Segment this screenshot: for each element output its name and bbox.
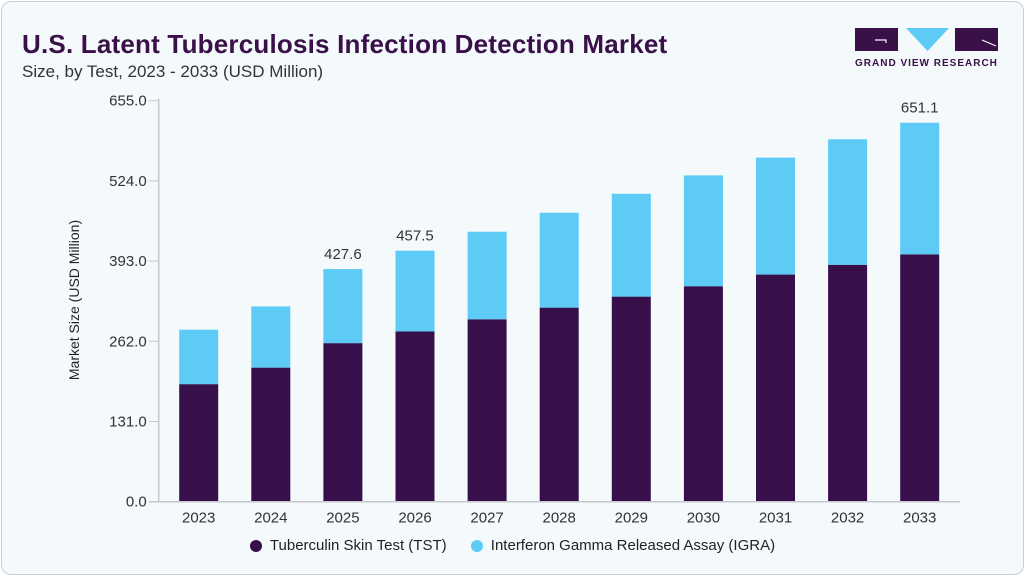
y-tick-label: 131.0 — [109, 414, 147, 431]
chart-subtitle: Size, by Test, 2023 - 2033 (USD Million) — [22, 62, 324, 81]
x-tick-label: 2027 — [470, 510, 503, 527]
x-axis: 2023 2024 2025 2026 2027 2028 2029 2030 2031 2032… — [148, 500, 960, 527]
bar-tst-2028 — [539, 307, 579, 502]
legend-swatch-tst — [249, 539, 262, 552]
bar-igra-2030 — [683, 175, 723, 287]
logo-text: GRAND VIEW RESEARCH — [855, 58, 998, 69]
x-tick-label: 2023 — [182, 510, 215, 527]
bar-tst-2029 — [611, 296, 651, 502]
x-tick-label: 2033 — [903, 510, 936, 527]
bars: 427.6 457.5 651.1 — [179, 100, 940, 502]
y-tick-label: 524.0 — [109, 173, 147, 190]
bar-tst-2031 — [756, 274, 795, 502]
chart-title: U.S. Latent Tuberculosis Infection Detec… — [22, 29, 668, 59]
bar-tst-2024 — [251, 367, 291, 502]
bar-igra-2032 — [828, 139, 868, 265]
y-tick-label: 0.0 — [126, 494, 147, 511]
legend: Tuberculin Skin Test (TST) Interferon Ga… — [0, 537, 1025, 556]
bar-tst-2027 — [467, 319, 507, 502]
bar-igra-2026 — [395, 250, 435, 332]
y-tick-label: 262.0 — [109, 333, 147, 350]
x-tick-label: 2030 — [687, 510, 720, 527]
legend-label-tst: Tuberculin Skin Test (TST) — [269, 537, 447, 554]
bar-tst-2023 — [179, 384, 219, 502]
grand-view-research-logo — [855, 28, 998, 51]
bar-tst-2033 — [900, 254, 940, 502]
bar-igra-2033 — [900, 122, 940, 255]
y-tick-label: 655.0 — [109, 93, 147, 110]
x-tick-label: 2028 — [543, 510, 576, 527]
legend-item-igra: Interferon Gamma Released Assay (IGRA) — [470, 537, 776, 554]
legend-item-tst: Tuberculin Skin Test (TST) — [249, 537, 447, 554]
y-axis: 0.0 131.0 262.0 393.0 524.0 655.0 — [109, 93, 160, 511]
x-tick-label: 2032 — [831, 510, 864, 527]
bar-tst-2025 — [323, 343, 363, 502]
bar-tst-2032 — [828, 264, 868, 502]
bar-tst-2030 — [683, 286, 723, 502]
x-tick-label: 2024 — [254, 510, 287, 527]
legend-swatch-igra — [470, 539, 483, 552]
data-label-2025: 427.6 — [324, 246, 362, 263]
bar-tst-2026 — [395, 331, 435, 502]
x-tick-label: 2031 — [759, 510, 792, 527]
bar-igra-2024 — [251, 306, 291, 368]
x-tick-label: 2026 — [398, 510, 431, 527]
x-tick-label: 2025 — [326, 510, 359, 527]
data-label-2033: 651.1 — [901, 100, 939, 117]
bar-igra-2027 — [467, 231, 507, 320]
bar-igra-2023 — [179, 329, 219, 385]
bar-igra-2031 — [756, 157, 795, 275]
y-axis-label: Market Size (USD Million) — [66, 220, 82, 380]
bar-igra-2025 — [323, 269, 363, 344]
legend-label-igra: Interferon Gamma Released Assay (IGRA) — [490, 537, 776, 554]
bar-igra-2028 — [539, 212, 579, 308]
y-tick-label: 393.0 — [109, 253, 147, 270]
bar-igra-2029 — [611, 193, 651, 297]
x-tick-label: 2029 — [615, 510, 648, 527]
data-label-2026: 457.5 — [396, 228, 434, 245]
